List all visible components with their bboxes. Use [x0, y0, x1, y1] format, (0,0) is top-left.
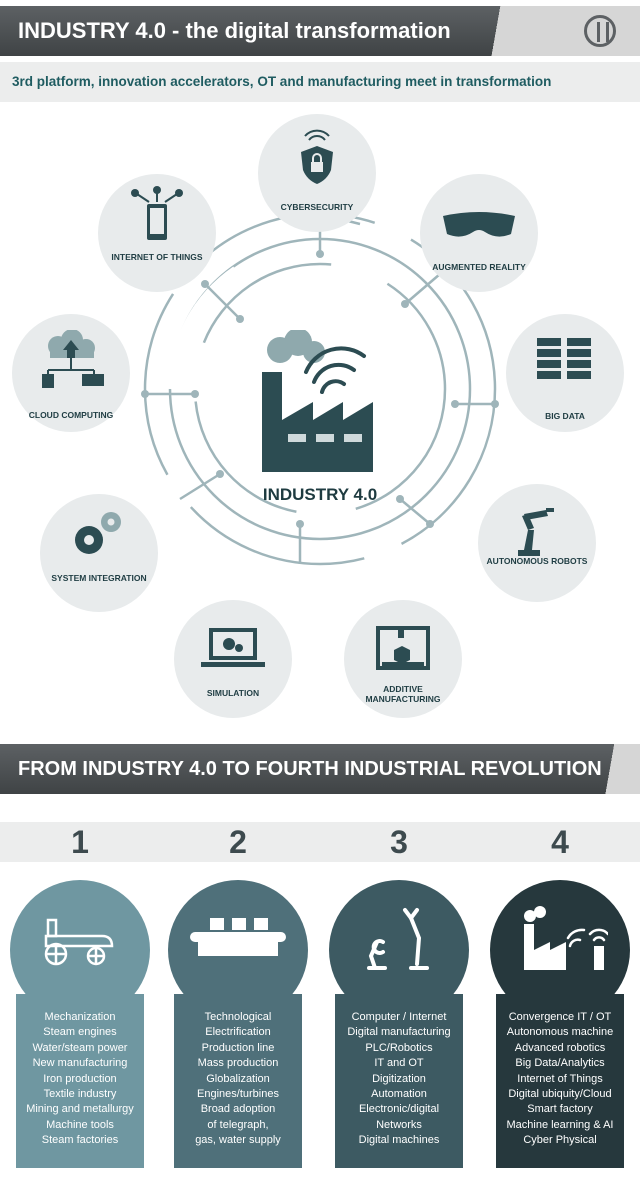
- era-item: Digital ubiquity/Cloud: [508, 1088, 612, 1101]
- section2-banner: FROM INDUSTRY 4.0 TO FOURTH INDUSTRIAL R…: [0, 744, 640, 794]
- era-item: Engines/turbines: [197, 1088, 279, 1101]
- server-rack-icon: [537, 338, 591, 379]
- era-item: Mining and metallurgy: [26, 1103, 134, 1116]
- era-item: Broad adoption: [200, 1103, 276, 1116]
- section2-title: FROM INDUSTRY 4.0 TO FOURTH INDUSTRIAL R…: [18, 758, 602, 780]
- era-items: Computer / Internet Digital manufacturin…: [335, 1010, 463, 1149]
- node-label: SIMULATION: [206, 688, 260, 698]
- era-items: Technological Electrification Production…: [174, 1010, 302, 1149]
- ar-headset-icon: [443, 212, 515, 237]
- header-banner: INDUSTRY 4.0 - the digital transformatio…: [0, 6, 640, 56]
- era-number-1: 1: [71, 824, 89, 860]
- era-number-2: 2: [229, 824, 247, 860]
- era-item: Production line: [201, 1041, 275, 1054]
- robot-arm-icon: [518, 508, 554, 556]
- era-item: Electrification: [205, 1026, 271, 1039]
- shield-lock-icon: [301, 129, 333, 184]
- era-item: PLC/Robotics: [365, 1041, 433, 1054]
- era-item: Convergence IT / OT: [508, 1011, 612, 1023]
- page-subtitle: 3rd platform, innovation accelerators, O…: [12, 74, 552, 89]
- era-item: Machine tools: [46, 1118, 114, 1131]
- brand-logo-icon: [584, 15, 616, 47]
- node-label: AUGMENTED REALITY: [432, 262, 526, 272]
- era-item: Networks: [376, 1118, 422, 1131]
- era-panel: [174, 994, 302, 1168]
- number-row: [0, 822, 640, 862]
- node-label: ADDITIVE MANUFACTURING: [365, 684, 441, 704]
- node-additive-manufacturing: ADDITIVE MANUFACTURING: [344, 600, 462, 718]
- gears-icon: [75, 512, 121, 554]
- era-item: Electronic/digital: [358, 1103, 440, 1116]
- era-item: Water/steam power: [32, 1041, 128, 1054]
- era-item: of telegraph,: [207, 1118, 269, 1131]
- subtitle-bar: [0, 62, 640, 102]
- era-item: Steam engines: [43, 1026, 117, 1039]
- era-item: Digital manufacturing: [347, 1026, 451, 1039]
- era-item: Digitization: [372, 1072, 426, 1085]
- era-item: Globalization: [206, 1072, 270, 1085]
- node-label: AUTONOMOUS ROBOTS: [486, 556, 588, 566]
- banner-fold: [480, 6, 640, 56]
- node-simulation: SIMULATION: [174, 600, 292, 718]
- era-item: Automation: [371, 1088, 427, 1101]
- era-item: Advanced robotics: [514, 1041, 606, 1054]
- era-item: New manufacturing: [32, 1057, 128, 1070]
- era-items: Mechanization Steam engines Water/steam …: [16, 1010, 144, 1149]
- era-item: gas, water supply: [195, 1134, 281, 1147]
- era-item: Cyber Physical: [523, 1134, 597, 1147]
- production-line-icon: [190, 918, 286, 956]
- node-big-data: BIG DATA: [506, 314, 624, 432]
- era-item: Big Data/Analytics: [515, 1057, 605, 1070]
- era-panel: [335, 994, 463, 1168]
- era-items: Convergence IT / OT Autonomous machine A…: [496, 1010, 624, 1149]
- era-item: Smart factory: [527, 1103, 593, 1116]
- era-number-3: 3: [390, 824, 408, 860]
- page-title: INDUSTRY 4.0 - the digital transformatio…: [18, 18, 451, 43]
- era-item: Mechanization: [44, 1011, 116, 1023]
- node-cybersecurity: CYBERSECURITY: [258, 114, 376, 232]
- era-item: Machine learning & AI: [506, 1118, 614, 1131]
- node-label: SYSTEM INTEGRATION: [51, 573, 147, 583]
- node-label: CLOUD COMPUTING: [28, 410, 114, 420]
- cloud-network-icon: [42, 330, 104, 388]
- laptop-gears-icon: [201, 628, 265, 667]
- era-item: Digital machines: [358, 1134, 440, 1147]
- era-number-4: 4: [551, 824, 569, 860]
- era-item: Mass production: [197, 1057, 279, 1070]
- era-item: Internet of Things: [517, 1072, 603, 1085]
- banner-fold: [600, 744, 640, 794]
- era-panel: [16, 994, 144, 1168]
- smartphone-network-icon: [131, 186, 183, 240]
- node-label: CYBERSECURITY: [280, 202, 354, 212]
- node-autonomous-robots: AUTONOMOUS ROBOTS: [478, 484, 596, 602]
- factory-icon: [262, 330, 373, 472]
- era-item: IT and OT: [374, 1057, 424, 1070]
- node-augmented-reality: AUGMENTED REALITY: [420, 174, 538, 292]
- center-label: INDUSTRY 4.0: [262, 485, 378, 504]
- era-item: Textile industry: [43, 1088, 117, 1101]
- 3d-printer-icon: [376, 626, 430, 670]
- steam-locomotive-icon: [44, 918, 114, 966]
- smart-factory-icon: [524, 906, 608, 970]
- node-system-integration: SYSTEM INTEGRATION: [40, 494, 158, 612]
- node-label: BIG DATA: [545, 411, 585, 421]
- era-item: Iron production: [43, 1072, 117, 1085]
- node-cloud-computing: CLOUD COMPUTING: [12, 314, 130, 432]
- era-item: Technological: [204, 1011, 272, 1023]
- era-panel: [496, 994, 624, 1168]
- node-internet-of-things: INTERNET OF THINGS: [98, 174, 216, 292]
- era-item: Autonomous machine: [506, 1026, 614, 1039]
- era-item: Steam factories: [41, 1134, 119, 1147]
- node-label: INTERNET OF THINGS: [111, 252, 203, 262]
- era-item: Computer / Internet: [351, 1011, 447, 1023]
- robotic-arms-icon: [367, 908, 429, 970]
